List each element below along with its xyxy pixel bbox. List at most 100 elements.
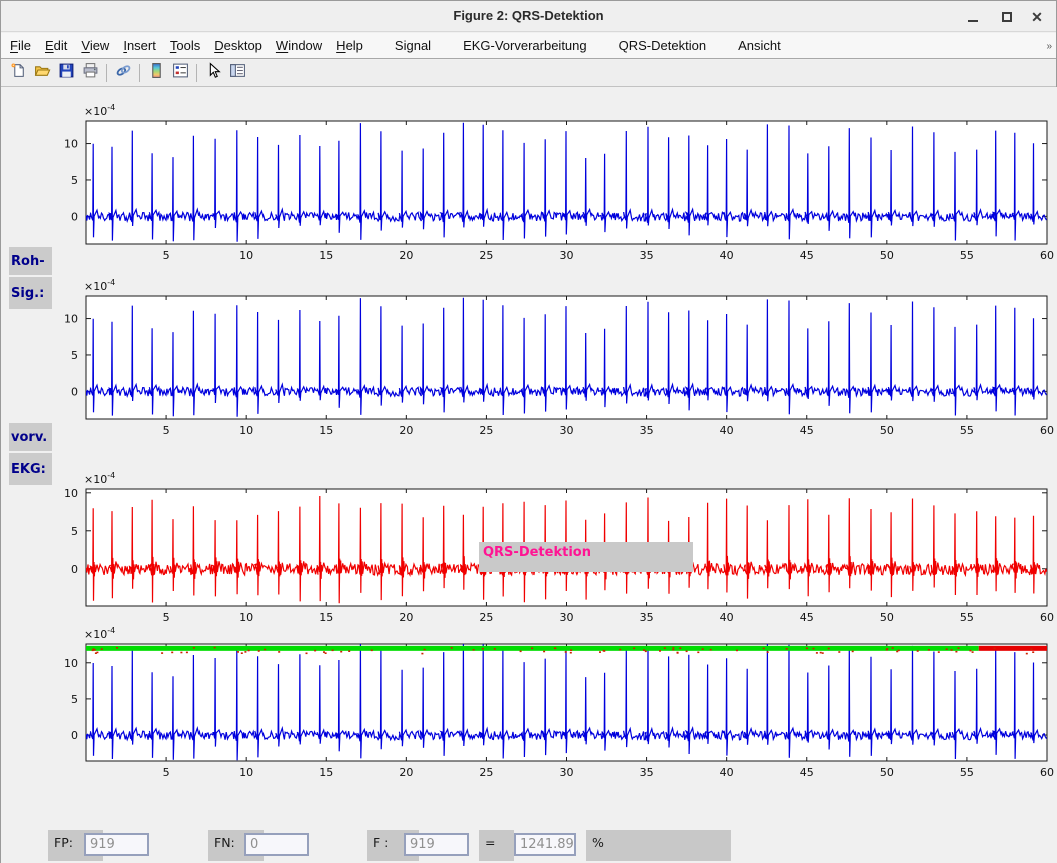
detection-marker	[214, 647, 216, 649]
toolbar-button-insert-colorbar[interactable]	[144, 62, 168, 84]
x-tick-label: 55	[960, 766, 974, 779]
close-icon: ✕	[1031, 10, 1043, 24]
label-sig: Sig.:	[9, 277, 52, 309]
detection-marker	[852, 651, 854, 653]
close-button[interactable]: ✕	[1026, 7, 1048, 27]
fp-field[interactable]	[84, 833, 149, 856]
toolbar-separator	[139, 64, 140, 82]
x-tick-label: 45	[800, 766, 814, 779]
toolbar-button-plot-browser[interactable]	[225, 62, 249, 84]
equals-label: =	[479, 830, 514, 861]
x-tick-label: 60	[1040, 766, 1054, 779]
detection-marker	[969, 650, 971, 652]
toolbar	[1, 60, 1056, 87]
toolbar-button-new-figure[interactable]	[6, 62, 30, 84]
detection-marker	[822, 652, 824, 654]
x-tick-label: 50	[880, 611, 894, 624]
detection-marker	[599, 651, 601, 653]
detection-marker	[686, 651, 688, 653]
detection-marker	[323, 651, 325, 653]
detection-marker	[813, 648, 815, 650]
menu-item-qrs-detektion[interactable]: QRS-Detektion	[612, 34, 713, 57]
menu-item-signal[interactable]: Signal	[388, 34, 438, 57]
detection-marker	[1032, 651, 1034, 653]
detection-marker	[677, 652, 679, 654]
ratio-field[interactable]	[514, 833, 576, 856]
detection-marker	[702, 648, 704, 650]
minimize-button[interactable]	[962, 7, 984, 27]
maximize-icon	[1002, 12, 1012, 22]
x-tick-label: 20	[399, 766, 413, 779]
x-tick-label: 50	[880, 766, 894, 779]
detection-marker	[306, 653, 308, 655]
plots-canvas: 510152025303540455055600510×10-451015202…	[1, 97, 1057, 809]
detection-marker	[340, 651, 342, 653]
x-tick-label: 25	[479, 424, 493, 437]
menu-item-window[interactable]: Window	[269, 34, 329, 57]
toolbar-button-print-figure[interactable]	[78, 62, 102, 84]
menu-item-view[interactable]: View	[74, 34, 116, 57]
x-tick-label: 40	[720, 611, 734, 624]
menu-item-file[interactable]: File	[3, 34, 38, 57]
toolbar-button-save-figure[interactable]	[54, 62, 78, 84]
detection-marker	[180, 652, 182, 654]
label-ekg-text: EKG:	[11, 462, 46, 477]
maximize-button[interactable]	[996, 7, 1018, 27]
menu-overflow-icon[interactable]: »	[1046, 41, 1052, 52]
f-field[interactable]	[404, 833, 469, 856]
detection-marker	[473, 649, 475, 651]
raw-signal-plot: 510152025303540455055600510×10-4	[64, 103, 1054, 262]
detection-result-plot: 510152025303540455055600510×10-4	[64, 626, 1054, 779]
toolbar-button-link-plot[interactable]	[111, 62, 135, 84]
menu-item-desktop[interactable]: Desktop	[207, 34, 269, 57]
toolbar-separator	[106, 64, 107, 82]
x-tick-label: 25	[479, 611, 493, 624]
x-tick-label: 20	[399, 249, 413, 262]
detection-marker	[421, 653, 423, 655]
menu-item-tools[interactable]: Tools	[163, 34, 207, 57]
detection-marker	[633, 648, 635, 650]
percent-label: %	[586, 830, 731, 861]
x-tick-label: 40	[720, 249, 734, 262]
detection-marker	[570, 652, 572, 654]
x-tick-label: 35	[640, 424, 654, 437]
detection-marker	[531, 648, 533, 650]
y-tick-label: 5	[71, 349, 78, 362]
fn-field[interactable]	[244, 833, 309, 856]
menu-item-edit[interactable]: Edit	[38, 34, 74, 57]
axis-exponent-label: ×10-4	[84, 626, 115, 641]
x-tick-label: 55	[960, 424, 974, 437]
x-tick-label: 30	[560, 611, 574, 624]
detection-marker	[116, 647, 118, 649]
menubar: FileEditViewInsertToolsDesktopWindowHelp…	[1, 33, 1056, 59]
toolbar-button-edit-plot[interactable]	[201, 62, 225, 84]
detection-marker	[1026, 653, 1028, 655]
figure-canvas: 510152025303540455055600510×10-451015202…	[1, 87, 1057, 863]
detection-marker	[258, 650, 260, 652]
detection-marker	[786, 648, 788, 650]
menu-item-ekg-vorverarbeitung[interactable]: EKG-Vorverarbeitung	[456, 34, 594, 57]
menu-item-ansicht[interactable]: Ansicht	[731, 34, 788, 57]
insert-colorbar-icon	[148, 62, 165, 84]
edit-plot-icon	[205, 62, 222, 84]
detection-marker	[763, 648, 765, 650]
y-tick-label: 10	[64, 657, 78, 670]
detection-marker	[96, 652, 98, 654]
y-tick-label: 5	[71, 174, 78, 187]
toolbar-button-open-file[interactable]	[30, 62, 54, 84]
y-tick-label: 10	[64, 313, 78, 326]
detection-marker	[951, 649, 953, 651]
label-sig-text: Sig.:	[11, 286, 44, 301]
label-vorv-text: vorv.	[11, 430, 47, 445]
x-tick-label: 15	[319, 766, 333, 779]
detection-marker	[101, 648, 103, 650]
x-tick-label: 10	[239, 611, 253, 624]
detection-marker	[946, 648, 948, 650]
y-tick-label: 0	[71, 210, 78, 223]
menu-item-help[interactable]: Help	[329, 34, 370, 57]
y-tick-label: 10	[64, 487, 78, 500]
menu-item-insert[interactable]: Insert	[116, 34, 163, 57]
y-tick-label: 5	[71, 525, 78, 538]
toolbar-button-insert-legend[interactable]	[168, 62, 192, 84]
x-tick-label: 45	[800, 611, 814, 624]
